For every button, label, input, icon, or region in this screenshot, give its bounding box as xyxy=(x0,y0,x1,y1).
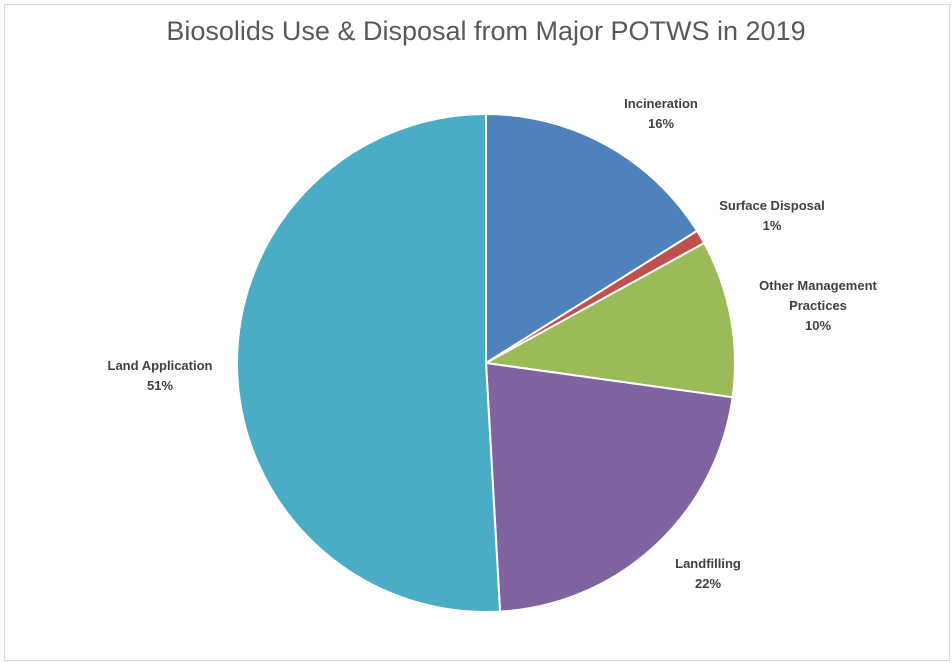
pie-slice-other-management-practices xyxy=(482,241,736,399)
chart-title: Biosolids Use & Disposal from Major POTW… xyxy=(166,16,806,46)
data-label-landfilling: Landfilling 22% xyxy=(675,556,741,591)
data-label-other-management-practices: Other Management Practices 10% xyxy=(759,278,877,333)
data-label-incineration: Incineration 16% xyxy=(624,96,698,131)
data-label-land-application: Land Application 51% xyxy=(108,358,213,393)
pie-slice-incineration xyxy=(485,112,699,365)
pie-slice-landfilling xyxy=(484,361,734,613)
pie-slice-land-application xyxy=(236,112,502,613)
data-label-surface-disposal: Surface Disposal 1% xyxy=(719,198,825,233)
